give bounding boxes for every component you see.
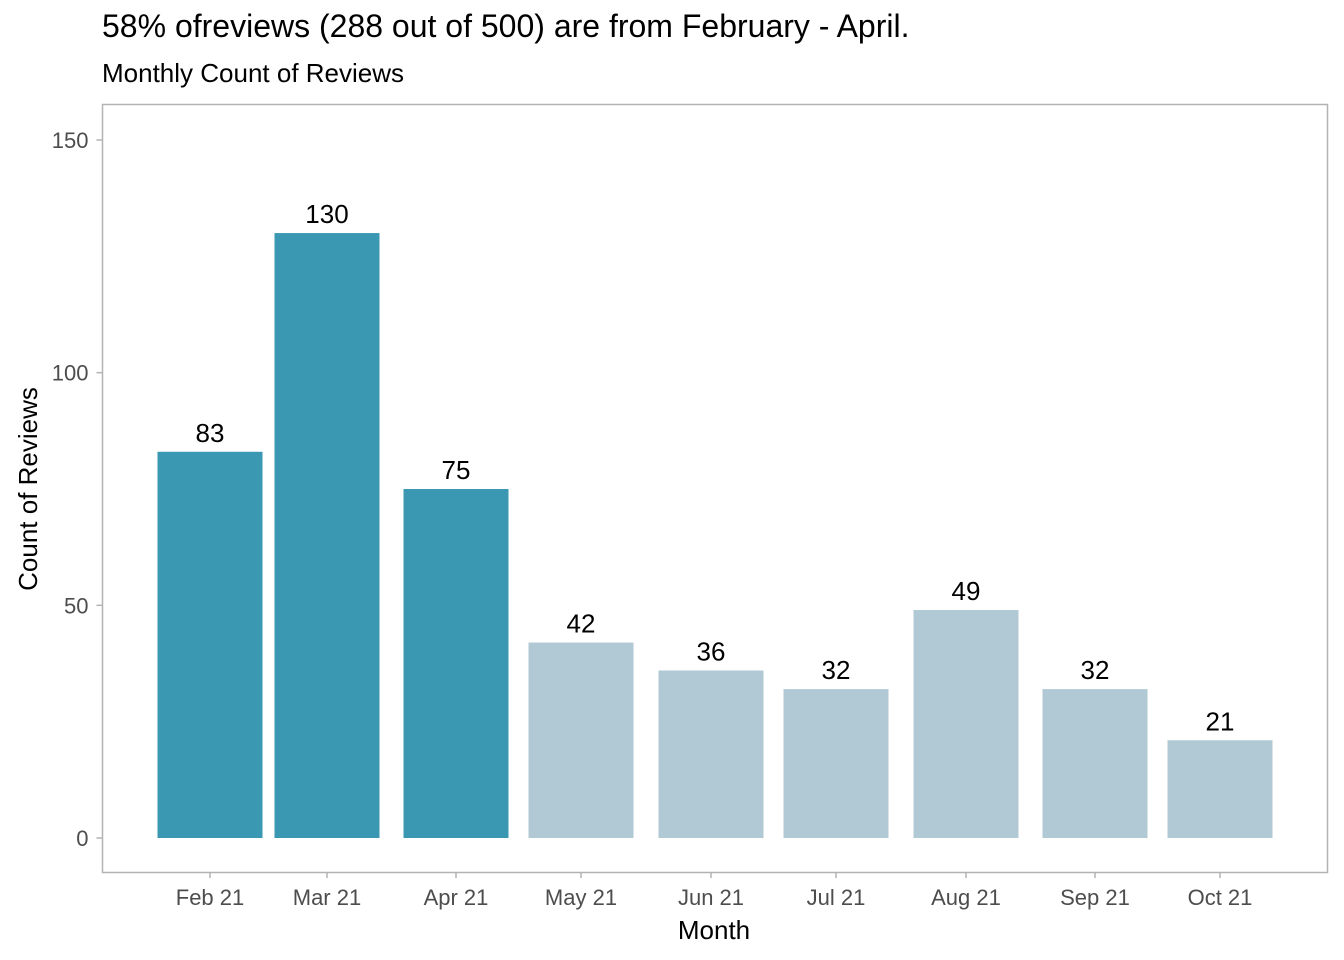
bar-value-label: 32 xyxy=(1081,655,1110,685)
bar xyxy=(658,670,764,838)
plot-panel xyxy=(101,103,1329,874)
bar-value-label: 42 xyxy=(567,609,596,639)
x-axis: Feb 21 Mar 21 Apr 21 May 21 Jun 21 Jul 21 Aug … xyxy=(176,872,1253,910)
chart-subtitle: Monthly Count of Reviews xyxy=(102,58,405,88)
x-axis-title: Month xyxy=(678,915,750,945)
y-tick-label: 0 xyxy=(76,826,88,851)
bar-value-label: 21 xyxy=(1206,706,1235,736)
x-tick-label: May 21 xyxy=(545,885,617,910)
y-axis: 0 50 100 150 xyxy=(52,128,103,851)
x-tick-label: Sep 21 xyxy=(1060,885,1130,910)
y-tick-label: 50 xyxy=(64,593,88,618)
bar xyxy=(1042,689,1148,838)
bar xyxy=(528,642,634,838)
bars xyxy=(157,233,1273,839)
bar xyxy=(1167,740,1273,838)
bar-value-label: 32 xyxy=(822,655,851,685)
bar-value-label: 36 xyxy=(697,636,726,666)
bar-value-label: 49 xyxy=(952,576,981,606)
x-tick-label: Jun 21 xyxy=(678,885,744,910)
x-tick-label: Aug 21 xyxy=(931,885,1001,910)
y-tick-label: 100 xyxy=(52,361,89,386)
x-tick-label: Apr 21 xyxy=(424,885,489,910)
bar xyxy=(157,451,263,838)
bar xyxy=(403,489,509,838)
y-axis-title: Count of Reviews xyxy=(13,387,43,591)
bar xyxy=(274,233,380,839)
chart-title: 58% ofreviews (288 out of 500) are from … xyxy=(102,8,910,44)
bar xyxy=(913,609,1019,838)
bar-value-label: 83 xyxy=(196,418,225,448)
y-tick-label: 150 xyxy=(52,128,89,153)
x-tick-label: Mar 21 xyxy=(293,885,361,910)
bar-labels: 83 130 75 42 36 32 49 32 21 xyxy=(196,199,1235,736)
x-tick-label: Oct 21 xyxy=(1188,885,1253,910)
bar-value-label: 75 xyxy=(442,455,471,485)
x-tick-label: Jul 21 xyxy=(807,885,866,910)
bar xyxy=(783,689,889,838)
bar-value-label: 130 xyxy=(305,199,348,229)
x-tick-label: Feb 21 xyxy=(176,885,245,910)
